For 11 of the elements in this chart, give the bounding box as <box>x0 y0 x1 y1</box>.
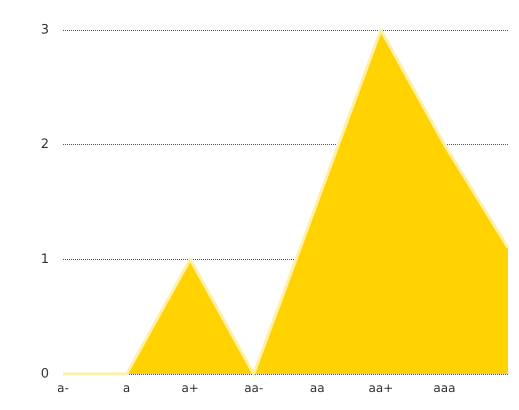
x-tick-label: a <box>122 381 130 395</box>
x-tick-label: aa- <box>244 381 264 395</box>
y-tick-label: 3 <box>40 22 49 38</box>
x-tick-label: aa <box>310 381 325 395</box>
y-tick-label: 2 <box>40 137 49 152</box>
x-tick-label: a+ <box>181 381 199 395</box>
y-tick-label: 1 <box>40 252 49 267</box>
x-tick-label: aaa <box>433 381 456 395</box>
y-tick-label: 0 <box>40 366 49 382</box>
x-tick-label: a- <box>57 381 69 395</box>
x-tick-label: aa+ <box>368 381 394 395</box>
